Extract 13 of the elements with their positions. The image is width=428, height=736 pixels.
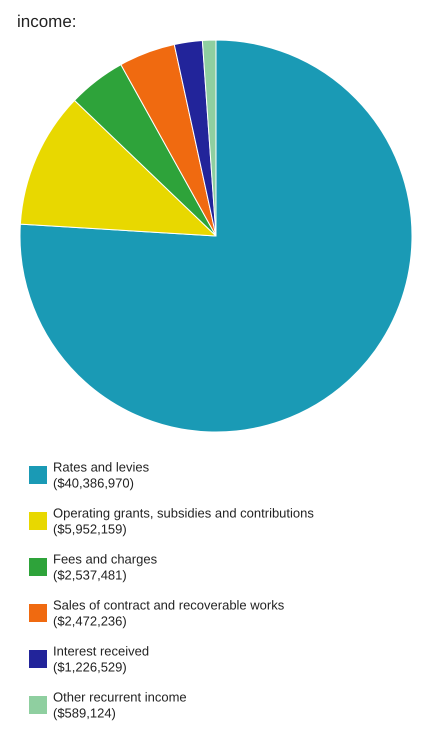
data-label: ($2,537,481)	[53, 568, 127, 582]
legend-label: Sales of contract and recoverable works	[53, 598, 285, 612]
data-label: ($1,226,529)	[53, 660, 127, 674]
chart-title: income:	[17, 12, 77, 31]
legend-label: Operating grants, subsidies and contributions	[53, 506, 314, 520]
data-label: ($40,386,970)	[53, 476, 134, 490]
data-label: ($589,124)	[53, 706, 116, 720]
legend-label: Rates and levies	[53, 460, 150, 474]
legend-label: Interest received	[53, 644, 150, 658]
legend-label: Fees and charges	[53, 552, 158, 566]
data-label: ($5,952,159)	[53, 522, 127, 536]
legend-label: Other recurrent income	[53, 690, 187, 704]
data-label: ($2,472,236)	[53, 614, 127, 628]
